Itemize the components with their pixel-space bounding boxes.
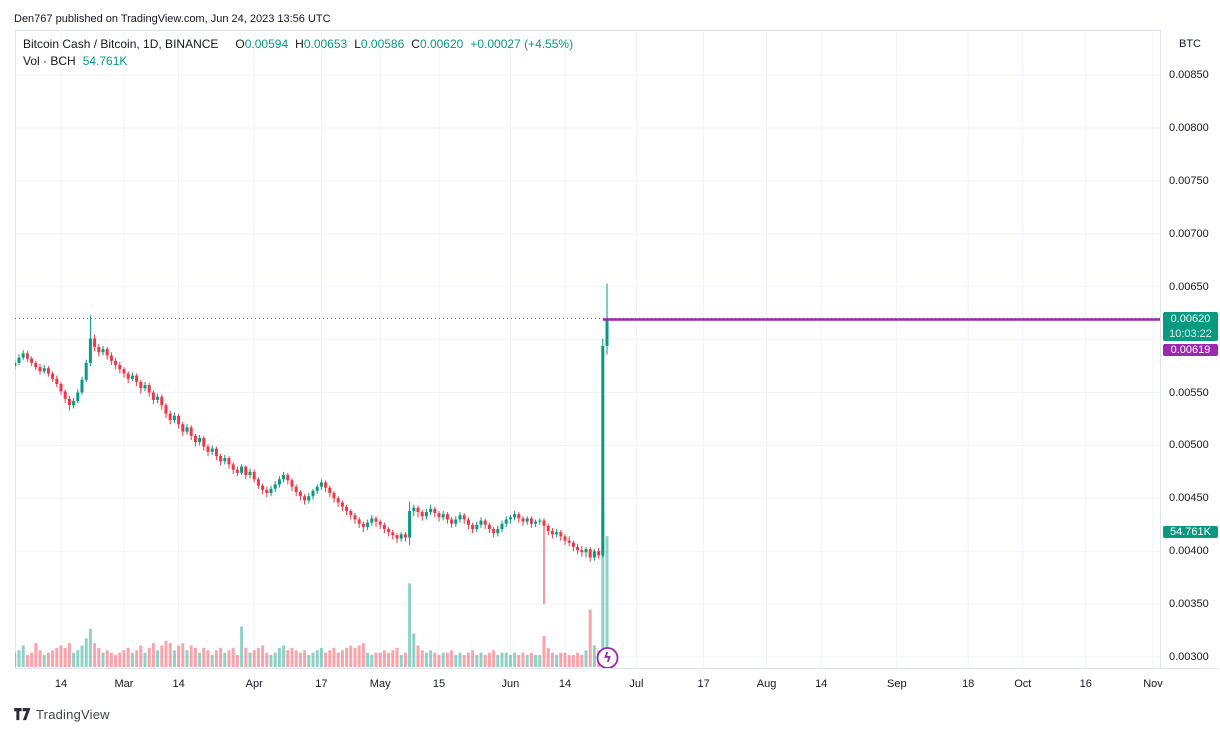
candle-countdown: 10:03:22 <box>1169 328 1212 340</box>
price-tick: 0.00750 <box>1169 175 1209 187</box>
price-axis[interactable]: BTC 0.00850 0.00800 0.00750 0.00700 0.00650 0… <box>1160 30 1219 668</box>
time-tick: 14 <box>558 678 572 690</box>
time-tick: 15 <box>432 678 446 690</box>
candlestick-chart[interactable]: ϟ <box>15 30 1160 668</box>
time-tick: May <box>369 678 391 690</box>
symbol-legend: Bitcoin Cash / Bitcoin, 1D, BINANCE O0.00… <box>23 36 573 70</box>
time-tick: 14 <box>54 678 68 690</box>
time-tick: 17 <box>315 678 328 690</box>
chart-widget-frame <box>15 30 1219 699</box>
volume-value: 54.761K <box>82 54 128 68</box>
time-tick: 16 <box>1079 678 1092 690</box>
time-tick: Sep <box>887 678 907 690</box>
price-tick: 0.00350 <box>1169 598 1209 610</box>
ohlc-letter: L <box>354 37 361 51</box>
svg-text:ϟ: ϟ <box>603 651 612 666</box>
time-tick: Jun <box>501 678 520 690</box>
time-tick: 18 <box>962 678 975 690</box>
volume-label[interactable]: Vol · BCH <box>23 54 76 68</box>
time-axis[interactable]: 14 Mar 14 Apr 17 May 15 Jun 14 Jul 17 Aug 14 Sep 18 Oct… <box>15 668 1219 699</box>
ohlc-value: 0.00594 <box>244 37 289 51</box>
price-tick: 0.00650 <box>1169 281 1209 293</box>
change-value: +0.00027 (+4.55%) <box>470 37 574 51</box>
time-tick: 14 <box>172 678 185 690</box>
price-tick: 0.00400 <box>1169 545 1209 557</box>
time-tick: Apr <box>245 678 263 690</box>
tradingview-logo-icon <box>14 708 31 721</box>
volume-badge: 54.761K <box>1163 526 1218 538</box>
tradingview-brand[interactable]: TradingView <box>36 707 110 722</box>
time-tick: 14 <box>815 678 828 690</box>
ohlc-letter: O <box>235 37 245 51</box>
time-tick: Aug <box>756 678 777 690</box>
ohlc-value: 0.00586 <box>360 37 405 51</box>
last-price-badge: 0.00620 10:03:22 <box>1163 312 1218 341</box>
price-tick: 0.00850 <box>1169 69 1209 81</box>
ohlc-value: 0.00653 <box>303 37 348 51</box>
time-tick: 17 <box>697 678 710 690</box>
line-price-badge: 0.00619 <box>1163 344 1218 356</box>
legend-volume-row: Vol · BCH 54.761K <box>23 53 573 70</box>
attribution: Den767 published on TradingView.com, Jun… <box>14 13 331 25</box>
ohlc-letter: H <box>295 37 304 51</box>
ohlc-value: 0.00620 <box>419 37 464 51</box>
price-tick: 0.00500 <box>1169 439 1209 451</box>
price-tick: 0.00800 <box>1169 122 1209 134</box>
footer: TradingView <box>14 707 110 722</box>
ohlc-letter: C <box>411 37 420 51</box>
ohlc-values: O0.00594 H0.00653 L0.00586 C0.00620 <box>228 37 463 51</box>
symbol-title[interactable]: Bitcoin Cash / Bitcoin, 1D, BINANCE <box>23 37 219 51</box>
legend-main-row: Bitcoin Cash / Bitcoin, 1D, BINANCE O0.00… <box>23 36 573 53</box>
price-tick: 0.00450 <box>1169 492 1209 504</box>
last-price-value: 0.00620 <box>1170 313 1211 325</box>
time-tick: Mar <box>114 678 134 690</box>
time-tick: Oct <box>1014 678 1032 690</box>
time-tick: Nov <box>1143 678 1163 690</box>
price-axis-unit: BTC <box>1179 38 1201 50</box>
time-tick: Jul <box>629 678 644 690</box>
price-tick: 0.00700 <box>1169 228 1209 240</box>
price-tick: 0.00300 <box>1169 651 1209 663</box>
price-tick: 0.00550 <box>1169 387 1209 399</box>
